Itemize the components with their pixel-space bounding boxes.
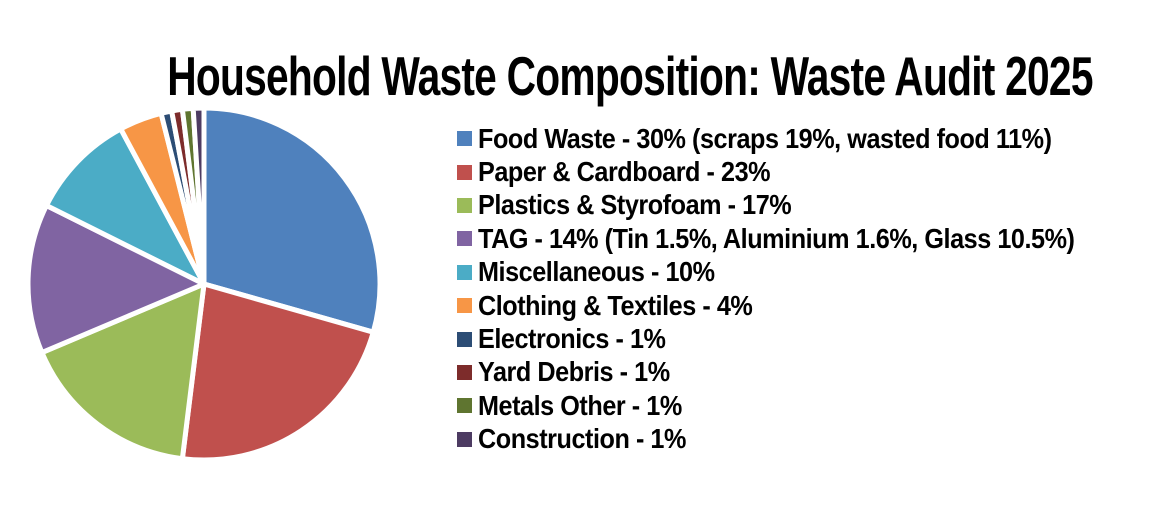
legend-item-metals-other: Metals Other - 1% [457,389,1141,422]
legend-swatch [457,197,472,213]
legend-item-yard-debris: Yard Debris - 1% [457,356,1141,389]
pie-chart [25,105,383,463]
legend-label: Food Waste - 30% (scraps 19%, wasted foo… [478,122,1052,154]
legend-label: Miscellaneous - 10% [478,256,715,288]
pie-slice-construction [190,105,207,287]
legend-item-tag: TAG - 14% (Tin 1.5%, Aluminium 1.6%, Gla… [457,222,1141,255]
legend-item-construction: Construction - 1% [457,423,1141,456]
legend-swatch [457,398,472,414]
legend-item-miscellaneous: Miscellaneous - 10% [457,256,1141,289]
legend-swatch [457,164,472,180]
legend-swatch [457,131,472,147]
pie-slice-plastics-styrofoam [39,281,207,462]
legend-item-food-waste: Food Waste - 30% (scraps 19%, wasted foo… [457,122,1141,155]
legend-label: TAG - 14% (Tin 1.5%, Aluminium 1.6%, Gla… [478,222,1075,254]
legend-label: Plastics & Styrofoam - 17% [478,189,792,221]
legend-label: Metals Other - 1% [478,389,682,421]
pie-slice-paper-cardboard [179,281,376,463]
legend-swatch [457,264,472,280]
legend-item-electronics: Electronics - 1% [457,322,1141,355]
legend-swatch [457,431,472,447]
legend-swatch [457,331,472,347]
pie-slice-food-waste [201,105,383,335]
legend-item-plastics-styrofoam: Plastics & Styrofoam - 17% [457,189,1141,222]
pie-slice-tag [25,203,207,356]
legend-item-paper-cardboard: Paper & Cardboard - 23% [457,155,1141,188]
chart-title: Household Waste Composition: Waste Audit… [167,45,1093,107]
legend-label: Paper & Cardboard - 23% [478,156,771,188]
legend-swatch [457,231,472,247]
legend-item-clothing-textiles: Clothing & Textiles - 4% [457,289,1141,322]
legend: Food Waste - 30% (scraps 19%, wasted foo… [457,122,1141,456]
legend-label: Electronics - 1% [478,323,666,355]
legend-swatch [457,364,472,380]
legend-label: Construction - 1% [478,423,686,455]
pie-slice-miscellaneous [43,126,207,287]
legend-swatch [457,298,472,314]
legend-label: Yard Debris - 1% [478,356,670,388]
legend-label: Clothing & Textiles - 4% [478,289,753,321]
